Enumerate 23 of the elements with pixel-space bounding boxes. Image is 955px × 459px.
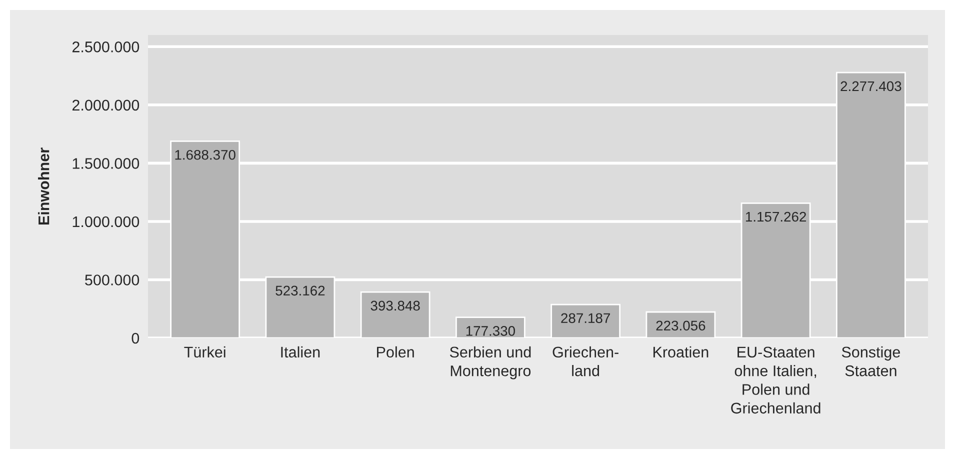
data-label: 2.277.403	[840, 81, 902, 92]
data-label: 1.157.262	[746, 212, 806, 222]
x-tick-label: Kroatien	[653, 346, 708, 358]
y-axis-title: Einwohner	[38, 148, 50, 225]
x-tick-label: EU-Staaten ohne Italien, Polen und Griechenland	[731, 346, 820, 414]
x-tick-label: Serbien und Montenegro	[450, 346, 531, 380]
data-label: 393.848	[370, 300, 420, 311]
y-tick-label: 2.500.000	[72, 42, 140, 52]
x-tick-label: Türkei	[184, 346, 226, 358]
x-tick-label: Italien	[281, 346, 320, 358]
y-tick-label: 500.000	[85, 274, 140, 286]
x-tick-label: Polen	[377, 346, 414, 358]
data-label: 523.162	[276, 286, 325, 296]
data-label: 177.330	[466, 326, 515, 336]
y-tick-label: 0	[132, 332, 140, 344]
data-label: 223.056	[656, 320, 706, 331]
y-tick-label: 2.000.000	[72, 100, 140, 111]
y-tick-label: 1.500.000	[72, 158, 140, 169]
x-tick-label: Sonstige Staaten	[842, 346, 900, 376]
data-label: 287.187	[561, 313, 610, 324]
x-tick-label: Griechen- land	[552, 346, 618, 376]
data-label: 1.688.370	[175, 150, 236, 160]
y-tick-label: 1.000.000	[72, 216, 140, 228]
